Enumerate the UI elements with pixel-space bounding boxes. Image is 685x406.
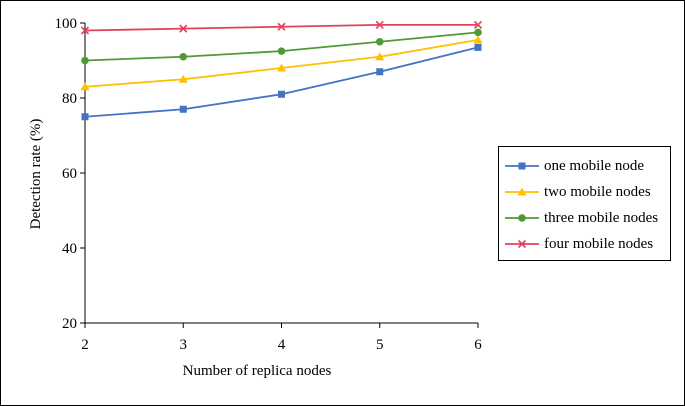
series-three-mobile-nodes xyxy=(81,28,482,65)
y-tick-label: 20 xyxy=(62,316,77,332)
data-point xyxy=(81,113,89,121)
legend-label: four mobile nodes xyxy=(544,235,654,252)
data-point xyxy=(375,20,384,29)
x-tick-label: 6 xyxy=(474,337,482,353)
series-line xyxy=(84,31,479,62)
x-tick-label: 3 xyxy=(180,337,188,353)
legend-marker xyxy=(518,214,526,222)
data-point xyxy=(473,35,483,44)
x-axis-ticks: 2 3 4 5 6 xyxy=(81,323,482,353)
data-point xyxy=(80,26,90,35)
series-one-mobile-node xyxy=(81,43,482,121)
legend-item: one mobile node xyxy=(499,153,670,179)
x-tick-label: 5 xyxy=(376,337,384,353)
data-point xyxy=(278,90,285,98)
y-tick-label: 60 xyxy=(62,166,77,182)
legend-marker xyxy=(517,187,527,196)
data-point xyxy=(179,52,188,61)
legend-item: three mobile nodes xyxy=(499,205,670,231)
y-axis-label: Detection rate (%) xyxy=(28,119,44,230)
data-point xyxy=(80,82,90,91)
legend-label: two mobile nodes xyxy=(544,183,651,200)
data-point xyxy=(375,37,384,46)
data-point xyxy=(474,28,482,37)
data-point xyxy=(81,56,89,65)
data-point xyxy=(474,43,482,51)
legend-label: one mobile node xyxy=(544,157,644,174)
y-tick-label: 100 xyxy=(55,16,78,32)
data-point xyxy=(277,47,286,55)
legend-marker xyxy=(518,162,526,170)
legend-label: three mobile nodes xyxy=(544,209,659,226)
legend-item: four mobile nodes xyxy=(499,231,670,257)
series-two-mobile-nodes xyxy=(80,35,483,91)
data-point xyxy=(473,20,483,29)
x-tick-label: 4 xyxy=(278,337,286,353)
data-point xyxy=(179,24,188,33)
y-tick-label: 40 xyxy=(62,241,77,257)
legend-swatch xyxy=(505,212,539,224)
legend-swatch xyxy=(505,160,539,172)
data-point xyxy=(277,22,286,31)
data-point xyxy=(375,52,385,61)
x-tick-label: 2 xyxy=(81,337,89,353)
legend-item: two mobile nodes xyxy=(499,179,670,205)
legend-marker xyxy=(517,239,527,249)
data-point xyxy=(179,105,187,113)
series-layer xyxy=(80,20,483,121)
y-tick-label: 80 xyxy=(62,91,77,107)
data-point xyxy=(178,74,188,83)
data-point xyxy=(376,68,384,76)
x-axis-label: Number of replica nodes xyxy=(183,363,332,379)
y-axis-ticks: 20 40 60 80 100 xyxy=(55,16,85,332)
legend-swatch xyxy=(505,186,539,198)
series-line xyxy=(84,38,479,88)
series-four-mobile-nodes xyxy=(80,20,483,35)
data-point xyxy=(277,63,286,72)
legend-swatch xyxy=(505,238,539,250)
legend: one mobile node two mobile nodes three mob… xyxy=(498,146,671,261)
